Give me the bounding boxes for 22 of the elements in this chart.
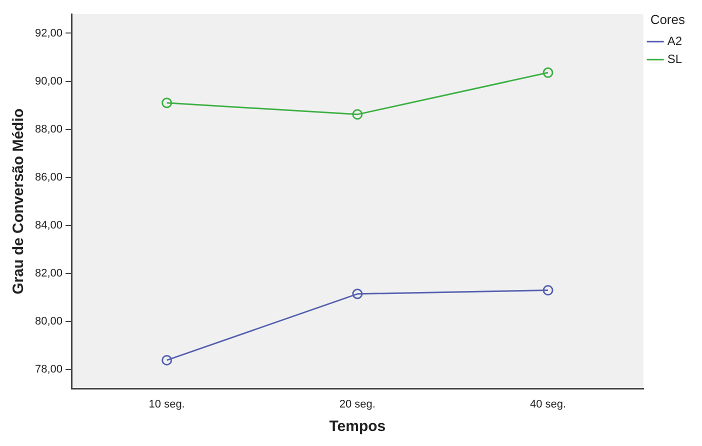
y-axis-title: Grau de Conversão Médio (10, 108, 28, 294)
y-tick-label: 84,00 (34, 219, 63, 232)
y-tick-label: 92,00 (34, 27, 63, 40)
y-tick-label: 90,00 (34, 75, 63, 88)
legend-label: A2 (667, 34, 682, 48)
x-tick-label: 40 seg. (530, 398, 566, 410)
point (542, 285, 554, 296)
y-tick-label: 80,00 (34, 316, 63, 328)
point (162, 98, 172, 108)
legend-title: Cores (650, 12, 686, 28)
y-tick-label: 78,00 (34, 364, 63, 376)
y-tick-label: 86,00 (34, 171, 63, 184)
point (162, 354, 172, 366)
x-tick-label: 10 seg. (148, 398, 185, 410)
point (542, 67, 554, 78)
x-tick-label: 20 seg. (339, 398, 376, 410)
x-axis-title: Tempos (329, 418, 386, 436)
point (352, 109, 363, 120)
y-tick-label: 88,00 (34, 123, 63, 136)
y-tick-label: 82,00 (34, 268, 63, 280)
point (352, 288, 363, 300)
legend-label: SL (667, 52, 682, 66)
